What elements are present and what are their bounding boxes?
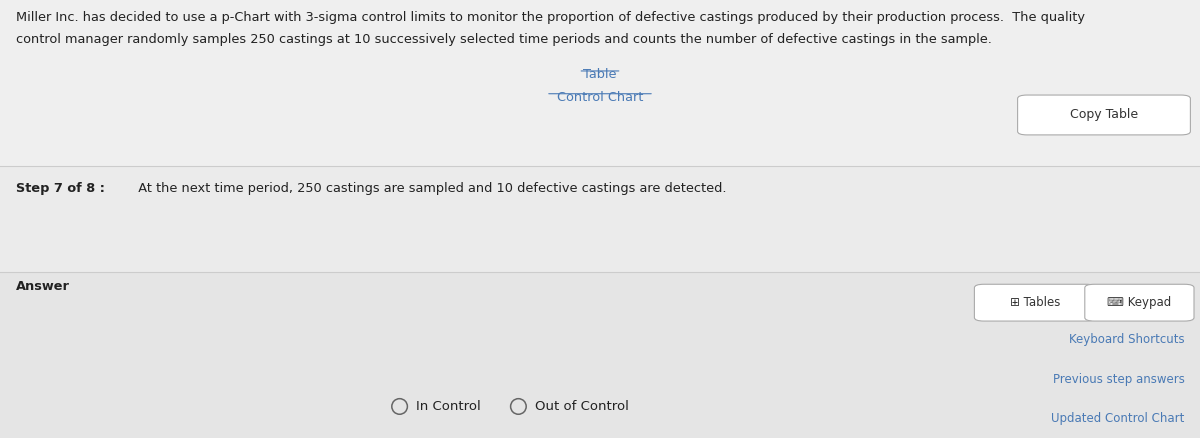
Text: control manager randomly samples 250 castings at 10 successively selected time p: control manager randomly samples 250 cas… xyxy=(16,33,991,46)
Text: Control Chart: Control Chart xyxy=(557,91,643,104)
Text: Step 7 of 8 :: Step 7 of 8 : xyxy=(16,182,104,195)
Text: ⊞ Tables: ⊞ Tables xyxy=(1010,296,1060,309)
Text: Previous step answers: Previous step answers xyxy=(1052,373,1184,386)
FancyBboxPatch shape xyxy=(1085,284,1194,321)
Text: In Control: In Control xyxy=(416,400,481,413)
Text: Table: Table xyxy=(583,68,617,81)
FancyBboxPatch shape xyxy=(0,0,1200,166)
Text: Answer: Answer xyxy=(16,280,70,293)
Text: Keyboard Shortcuts: Keyboard Shortcuts xyxy=(1069,333,1184,346)
Text: At the next time period, 250 castings are sampled and 10 defective castings are : At the next time period, 250 castings ar… xyxy=(130,182,726,195)
FancyBboxPatch shape xyxy=(1018,95,1190,135)
Text: Updated Control Chart: Updated Control Chart xyxy=(1051,412,1184,425)
Text: Miller Inc. has decided to use a p-Chart with 3-sigma control limits to monitor : Miller Inc. has decided to use a p-Chart… xyxy=(16,11,1085,24)
FancyBboxPatch shape xyxy=(0,272,1200,438)
FancyBboxPatch shape xyxy=(0,166,1200,272)
Text: Copy Table: Copy Table xyxy=(1070,109,1138,121)
Text: ⌨ Keypad: ⌨ Keypad xyxy=(1108,296,1171,309)
FancyBboxPatch shape xyxy=(974,284,1096,321)
Text: Out of Control: Out of Control xyxy=(535,400,629,413)
